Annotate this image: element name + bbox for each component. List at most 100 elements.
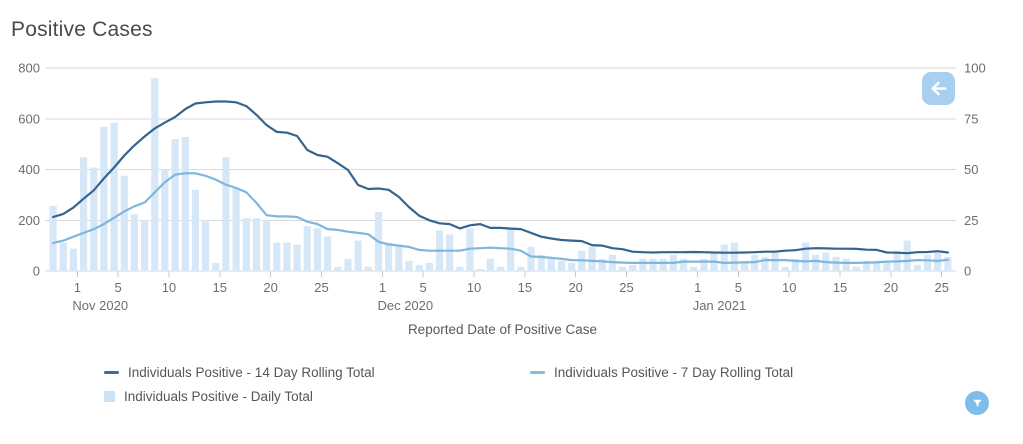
daily-total-bar — [191, 189, 199, 271]
y-left-tick-label: 200 — [18, 213, 40, 228]
x-month-label: Dec 2020 — [377, 298, 433, 313]
x-tick-label: 15 — [213, 280, 227, 295]
legend-item-daily-total[interactable]: Individuals Positive - Daily Total — [104, 389, 313, 404]
daily-total-bar — [568, 262, 576, 271]
daily-total-bar — [425, 262, 433, 271]
daily-total-bar — [313, 228, 322, 271]
daily-total-bar — [527, 246, 535, 271]
daily-total-bar — [679, 258, 688, 271]
x-month-label: Jan 2021 — [693, 298, 747, 313]
daily-total-bar — [761, 256, 769, 271]
daily-total-bar — [598, 258, 606, 271]
daily-total-bar — [273, 242, 281, 271]
left-arrow-icon — [931, 81, 947, 96]
daily-total-bar — [903, 240, 911, 271]
y-right-tick-label: 75 — [964, 111, 978, 126]
daily-total-bar — [232, 187, 240, 271]
daily-total-bar — [476, 269, 484, 271]
x-tick-label: 1 — [379, 280, 386, 295]
daily-total-bar — [832, 256, 840, 271]
daily-total-bar — [303, 226, 311, 271]
daily-total-bar — [700, 258, 708, 271]
daily-total-bar — [120, 175, 128, 271]
x-tick-label: 10 — [782, 280, 796, 295]
legend-label: Individuals Positive - 7 Day Rolling Tot… — [554, 365, 794, 380]
x-tick-label: 1 — [694, 280, 701, 295]
x-tick-label: 5 — [420, 280, 427, 295]
daily-total-bar — [344, 258, 352, 271]
daily-total-bar — [212, 262, 220, 271]
daily-total-bar — [944, 256, 952, 271]
daily-total-bar — [618, 266, 627, 271]
x-tick-label: 20 — [568, 280, 582, 295]
daily-total-bar — [781, 266, 789, 271]
daily-total-bar — [90, 167, 98, 271]
daily-total-bar — [242, 218, 250, 271]
daily-total-bar — [59, 242, 67, 271]
daily-total-bar — [557, 260, 566, 271]
daily-total-bar — [100, 126, 108, 272]
daily-total-bar — [334, 266, 342, 271]
daily-total-bar — [110, 122, 118, 271]
x-tick-label: 25 — [314, 280, 328, 295]
daily-total-bar — [649, 258, 657, 271]
y-right-tick-label: 0 — [964, 264, 971, 279]
daily-total-bar — [588, 246, 596, 271]
legend-label: Individuals Positive - Daily Total — [124, 389, 313, 404]
daily-total-bar — [802, 242, 810, 271]
daily-total-bar — [141, 220, 149, 272]
daily-total-bar — [740, 260, 749, 271]
daily-total-bar — [791, 258, 799, 271]
x-tick-label: 5 — [114, 280, 121, 295]
x-tick-label: 25 — [935, 280, 949, 295]
x-tick-label: 20 — [263, 280, 277, 295]
daily-total-bar — [161, 169, 169, 271]
daily-total-bar — [283, 242, 291, 271]
daily-total-bar — [364, 266, 372, 271]
x-tick-label: 10 — [467, 280, 481, 295]
filter-button[interactable] — [965, 391, 989, 415]
daily-total-bar — [486, 258, 494, 271]
daily-total-bar — [171, 139, 179, 271]
x-axis-title: Reported Date of Positive Case — [407, 322, 598, 337]
y-left-tick-label: 400 — [18, 162, 40, 177]
legend-label: Individuals Positive - 14 Day Rolling To… — [128, 365, 375, 380]
daily-total-bar — [720, 244, 728, 271]
x-tick-label: 15 — [833, 280, 847, 295]
x-tick-label: 25 — [619, 280, 633, 295]
y-left-tick-label: 800 — [18, 61, 40, 76]
daily-total-bar — [639, 258, 647, 271]
daily-total-bar — [293, 244, 301, 271]
daily-total-bar — [456, 266, 464, 271]
y-left-tick-label: 600 — [18, 111, 40, 126]
x-month-label: Nov 2020 — [72, 298, 128, 313]
daily-total-bar — [690, 266, 698, 271]
page-title: Positive Cases — [11, 18, 153, 41]
daily-total-bar — [629, 264, 637, 271]
line-swatch-icon — [104, 371, 119, 374]
daily-total-bar — [537, 254, 545, 271]
x-tick-label: 10 — [162, 280, 176, 295]
daily-total-bar — [202, 220, 210, 272]
daily-total-bar — [385, 242, 393, 271]
back-button[interactable] — [922, 72, 955, 105]
legend-item-7-day-rolling[interactable]: Individuals Positive - 7 Day Rolling Tot… — [530, 365, 793, 380]
daily-total-bar — [873, 260, 881, 271]
daily-total-bar — [496, 266, 505, 271]
x-tick-label: 15 — [518, 280, 532, 295]
rolling14-line — [51, 100, 950, 255]
daily-total-bar — [913, 264, 921, 271]
legend-item-14-day-rolling[interactable]: Individuals Positive - 14 Day Rolling To… — [104, 365, 375, 380]
daily-total-bar — [517, 266, 525, 271]
daily-total-bar — [263, 220, 271, 272]
rolling7-line — [51, 172, 950, 264]
daily-total-bar — [181, 137, 189, 271]
daily-total-bar — [547, 258, 555, 271]
daily-total-bar — [405, 260, 413, 271]
daily-total-bar — [863, 260, 871, 271]
daily-total-bar — [842, 258, 850, 271]
filter-funnel-icon — [972, 399, 982, 407]
line-swatch-icon — [530, 371, 545, 374]
daily-total-bar — [324, 236, 332, 271]
